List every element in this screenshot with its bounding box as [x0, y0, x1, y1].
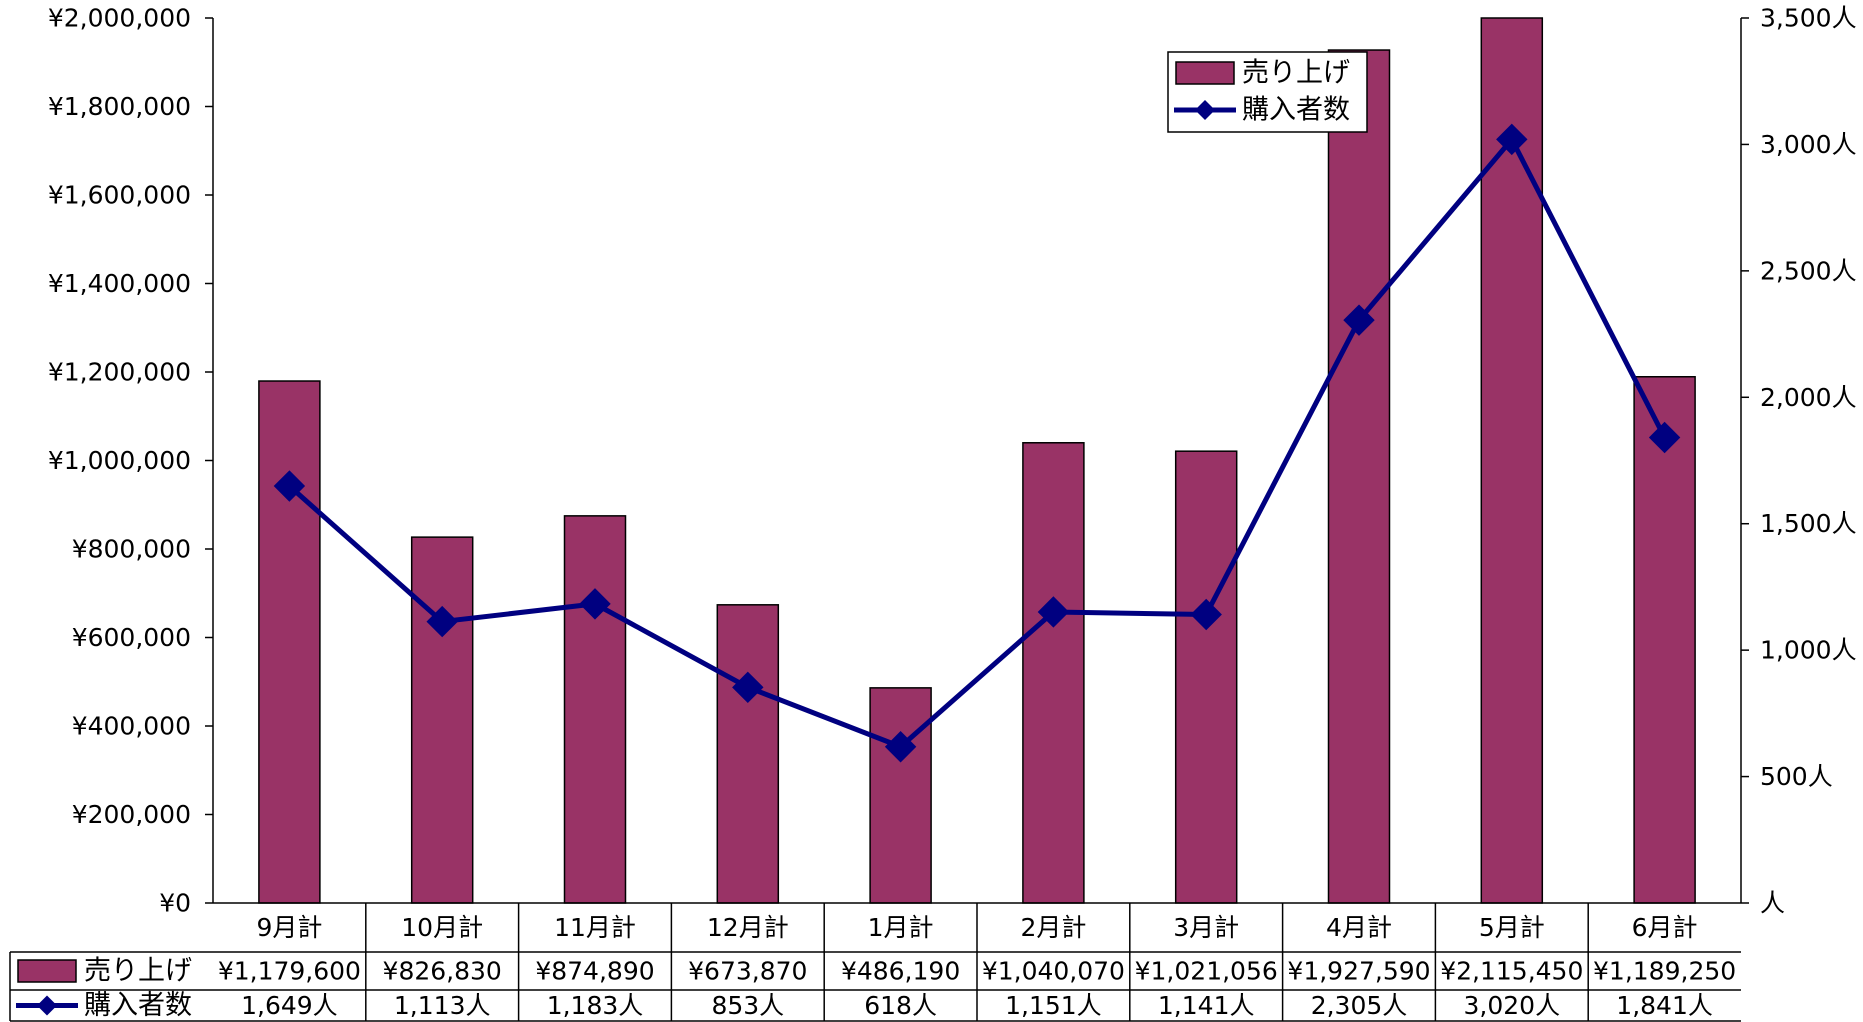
legend-label: 購入者数	[1242, 95, 1350, 126]
bar-2	[410, 536, 474, 904]
bar-7	[1174, 450, 1238, 904]
y-left-tick-label: ¥1,600,000	[48, 181, 191, 210]
bars-layer	[258, 17, 1696, 904]
y-left-tick-label: ¥800,000	[72, 535, 191, 564]
bar-1	[258, 380, 321, 904]
line-marker-1	[273, 470, 306, 502]
y-left-tick-label: ¥200,000	[72, 800, 191, 829]
x-tick-label: 1月計	[868, 913, 934, 942]
y-right-tick-label: 3,500人	[1760, 4, 1857, 33]
bar-5	[869, 687, 932, 904]
table-cell-sales: ¥1,021,056	[1135, 957, 1278, 986]
x-tick-label: 12月計	[707, 913, 789, 942]
line-marker-2	[426, 605, 458, 638]
line-marker-9	[1496, 123, 1528, 156]
data-table: 9月計 ¥1,179,600 1,649人 10月計 ¥826,830 1,113人 11月…	[9, 902, 1741, 1022]
y-right-tick-label: 人	[1760, 889, 1785, 918]
x-tick-label: 6月計	[1632, 913, 1698, 942]
table-cell-buyers: 1,113人	[394, 991, 491, 1020]
y-right-tick-label: 3,000人	[1760, 130, 1857, 159]
x-tick-label: 5月計	[1479, 913, 1545, 942]
legend-label: 売り上げ	[1242, 58, 1350, 89]
line-marker-10	[1648, 421, 1681, 454]
line-marker-5	[884, 731, 917, 763]
line-marker-8	[1343, 304, 1375, 336]
table-cell-buyers: 3,020人	[1464, 991, 1561, 1020]
table-cell-buyers: 853人	[711, 991, 784, 1020]
table-cell-buyers: 1,649人	[241, 991, 338, 1020]
table-row-label: 購入者数	[84, 990, 192, 1021]
y-left-tick-label: ¥600,000	[72, 623, 191, 652]
line-layer	[273, 123, 1681, 763]
line-marker-4	[732, 671, 764, 704]
y-left-tick-label: ¥400,000	[72, 712, 191, 741]
y-left-tick-label: ¥2,000,000	[48, 4, 191, 33]
line-marker-7	[1190, 598, 1222, 631]
x-tick-label: 3月計	[1173, 913, 1239, 942]
x-tick-label: 4月計	[1326, 913, 1392, 942]
table-cell-buyers: 1,183人	[547, 991, 644, 1020]
bar-8	[1327, 49, 1391, 904]
line-marker-6	[1037, 596, 1070, 628]
bar-10	[1633, 376, 1696, 904]
y-left-tick-label: ¥1,800,000	[48, 92, 191, 121]
table-cell-buyers: 1,841人	[1616, 991, 1713, 1020]
table-cell-sales: ¥1,927,590	[1287, 957, 1430, 986]
table-cell-sales: ¥1,179,600	[218, 957, 361, 986]
x-tick-label: 11月計	[554, 913, 636, 942]
table-cell-buyers: 1,141人	[1158, 991, 1255, 1020]
x-tick-label: 9月計	[256, 913, 322, 942]
bar-3	[563, 515, 627, 904]
bar-6	[1022, 442, 1085, 904]
table-cell-sales: ¥486,190	[841, 957, 960, 986]
y-right-tick-label: 2,000人	[1760, 383, 1857, 412]
x-tick-label: 2月計	[1020, 913, 1086, 942]
line-series	[287, 136, 1667, 750]
table-cell-sales: ¥826,830	[383, 957, 502, 986]
table-cell-sales: ¥1,040,070	[982, 957, 1125, 986]
table-cell-buyers: 2,305人	[1311, 991, 1408, 1020]
y-left-tick-label: ¥1,000,000	[48, 446, 191, 475]
table-cell-sales: ¥2,115,450	[1440, 957, 1583, 986]
legend-key-sales	[1175, 61, 1235, 85]
y-right-tick-label: 1,000人	[1760, 636, 1857, 665]
y-left-tick-label: ¥0	[159, 889, 191, 918]
table-cell-buyers: 618人	[864, 991, 937, 1020]
table-row-label: 売り上げ	[84, 956, 192, 987]
legend-key-buyers-marker	[1195, 100, 1215, 120]
table-cell-sales: ¥1,189,250	[1593, 957, 1736, 986]
table-cell-buyers: 1,151人	[1005, 991, 1102, 1020]
table-cell-sales: ¥874,890	[535, 957, 654, 986]
line-marker-3	[579, 588, 611, 620]
table-cell-sales: ¥673,870	[688, 957, 807, 986]
y-right-tick-label: 500人	[1760, 762, 1833, 791]
y-right-tick-label: 2,500人	[1760, 256, 1857, 285]
x-tick-label: 10月計	[401, 913, 483, 942]
y-left-tick-label: ¥1,200,000	[48, 358, 191, 387]
y-right-tick-label: 1,500人	[1760, 509, 1857, 538]
bar-4	[716, 604, 780, 904]
y-left-tick-label: ¥1,400,000	[48, 269, 191, 298]
table-key-sales	[17, 959, 77, 983]
table-key-buyers-marker	[37, 995, 57, 1016]
axes-layer: ¥0 ¥200,000 ¥400,000 ¥600,000 ¥800,000 ¥1,000…	[48, 4, 1857, 918]
